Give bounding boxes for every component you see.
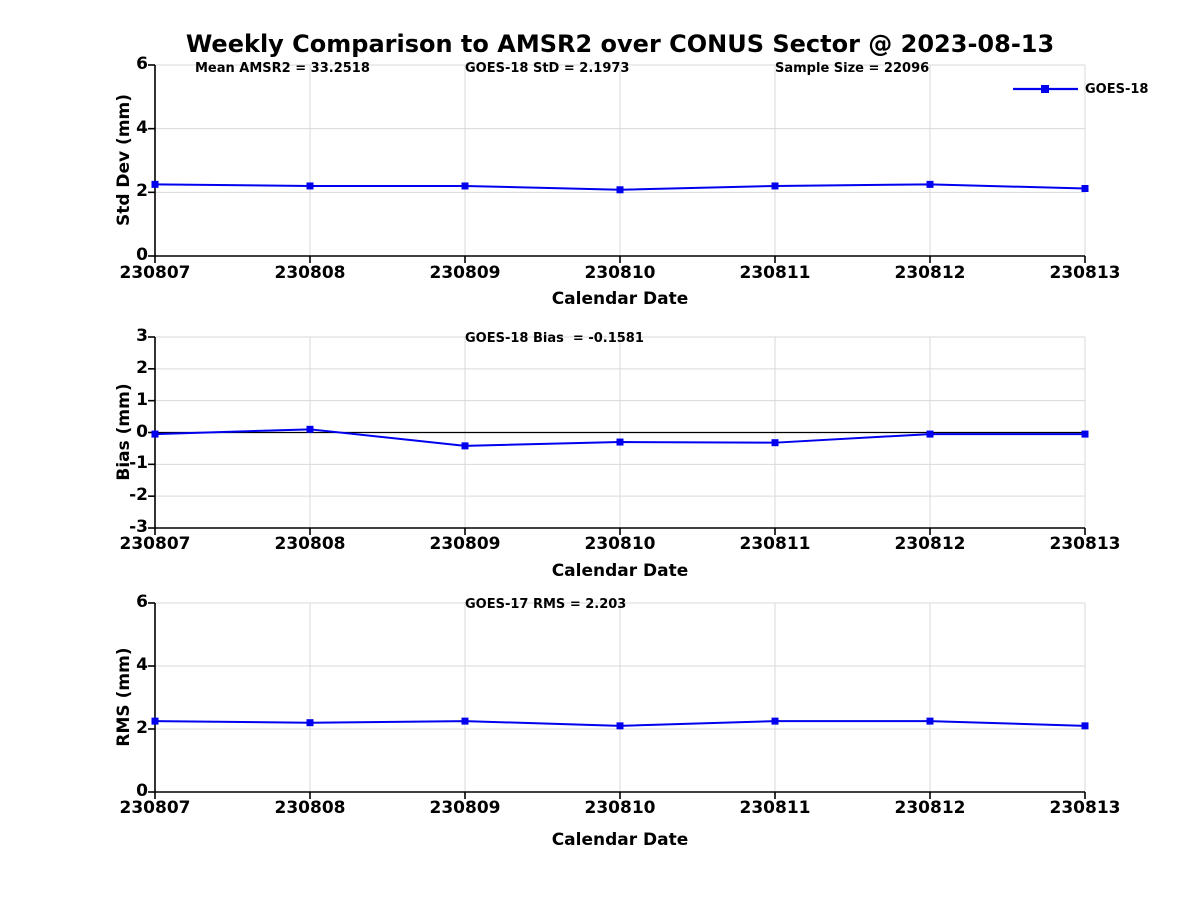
y-axis-label-std-dev: Std Dev (mm) (114, 93, 134, 227)
y-tick-label: 0 (136, 245, 148, 265)
x-tick-label: 230808 (274, 263, 346, 283)
y-tick-label: -1 (129, 453, 148, 474)
series-marker-goes-18 (1081, 430, 1089, 438)
annotation-sample-size: Sample Size = 22096 (775, 61, 930, 76)
x-tick-label: 230810 (584, 798, 656, 818)
x-tick-label: 230813 (1049, 798, 1121, 818)
x-tick-label: 230807 (119, 534, 191, 554)
x-tick-label: 230810 (584, 263, 656, 283)
series-marker-goes-18 (771, 182, 779, 190)
y-tick-label: 2 (136, 718, 148, 738)
y-tick-label: 3 (136, 326, 148, 346)
annotation-goes18-std: GOES-18 StD = 2.1973 (465, 61, 630, 76)
x-tick-label: 230811 (739, 534, 811, 554)
x-axis-label-calendar-date-1: Calendar Date (551, 289, 689, 309)
series-marker-goes-18 (616, 722, 624, 730)
series-marker-goes-18 (151, 180, 159, 188)
series-marker-goes-18 (151, 717, 159, 725)
y-tick-label: 0 (136, 421, 148, 442)
x-tick-label: 230807 (119, 263, 191, 283)
x-tick-label: 230811 (739, 798, 811, 818)
x-tick-label: 230812 (894, 534, 966, 554)
y-tick-label: 6 (136, 54, 148, 74)
x-tick-label: 230808 (274, 534, 346, 554)
x-tick-label: 230812 (894, 798, 966, 818)
x-axis-label-calendar-date-2: Calendar Date (551, 561, 689, 581)
series-marker-goes-18 (926, 180, 934, 188)
series-marker-goes-18 (461, 717, 469, 725)
series-marker-goes-18 (616, 438, 624, 446)
y-tick-label: 1 (136, 389, 148, 410)
x-tick-label: 230812 (894, 263, 966, 283)
series-marker-goes-18 (151, 430, 159, 438)
y-tick-label: -2 (129, 485, 148, 506)
legend-marker-sample (1041, 85, 1049, 93)
annotation-mean-amsr2: Mean AMSR2 = 33.2518 (195, 61, 370, 76)
series-marker-goes-18 (771, 717, 779, 725)
y-tick-label: 2 (136, 357, 148, 378)
figure-title: Weekly Comparison to AMSR2 over CONUS Se… (185, 30, 1055, 58)
y-tick-label: 6 (136, 592, 148, 612)
series-marker-goes-18 (926, 430, 934, 438)
x-tick-label: 230809 (429, 798, 501, 818)
annotation-goes18-bias: GOES-18 Bias = -0.1581 (465, 331, 644, 346)
x-tick-label: 230813 (1049, 263, 1121, 283)
y-tick-label: 4 (136, 117, 148, 138)
y-tick-label: 2 (136, 181, 148, 202)
x-tick-label: 230807 (119, 798, 191, 818)
series-marker-goes-18 (926, 717, 934, 725)
x-tick-label: 230808 (274, 798, 346, 818)
series-marker-goes-18 (461, 182, 469, 190)
series-marker-goes-18 (306, 425, 314, 433)
legend-label-goes18: GOES-18 (1085, 82, 1149, 97)
series-marker-goes-18 (771, 439, 779, 447)
series-marker-goes-18 (306, 719, 314, 727)
x-tick-label: 230809 (429, 534, 501, 554)
annotation-goes17-rms: GOES-17 RMS = 2.203 (465, 597, 627, 612)
x-tick-label: 230813 (1049, 534, 1121, 554)
x-tick-label: 230811 (739, 263, 811, 283)
x-tick-label: 230809 (429, 263, 501, 283)
series-marker-goes-18 (1081, 722, 1089, 730)
series-marker-goes-18 (461, 442, 469, 450)
x-axis-label-calendar-date-3: Calendar Date (551, 830, 689, 850)
series-marker-goes-18 (306, 182, 314, 190)
y-tick-label: 0 (136, 781, 148, 801)
series-marker-goes-18 (616, 186, 624, 194)
y-tick-label: 4 (136, 655, 148, 675)
y-tick-label: -3 (129, 517, 148, 537)
series-marker-goes-18 (1081, 185, 1089, 193)
x-tick-label: 230810 (584, 534, 656, 554)
